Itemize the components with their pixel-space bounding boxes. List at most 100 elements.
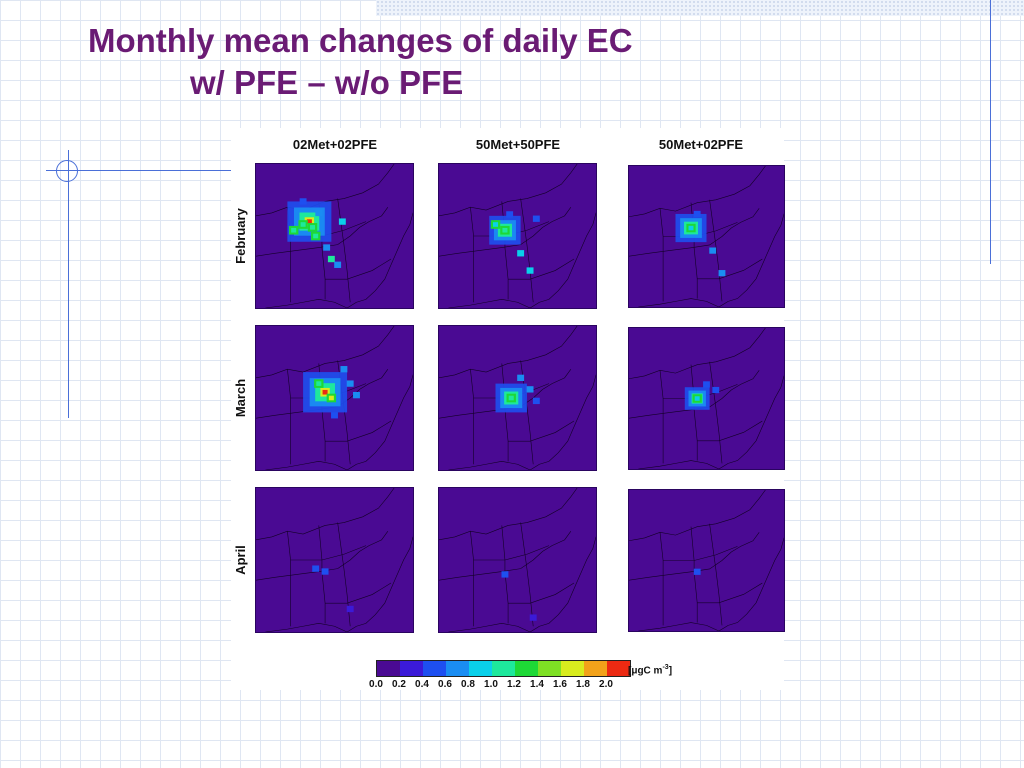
ec-grid-cell (532, 215, 540, 222)
ec-grid-cell (334, 261, 342, 268)
colorbar-swatch (561, 661, 584, 676)
ec-grid-cell (310, 225, 316, 230)
colorbar-swatch (515, 661, 538, 676)
state-boundary-line (629, 166, 765, 217)
decorative-horizontal-line (46, 170, 266, 171)
map-svg (439, 164, 596, 308)
ec-grid-cell (316, 381, 322, 386)
colorbar-swatch (400, 661, 423, 676)
ec-grid-cell (323, 244, 331, 251)
state-boundary-line (660, 370, 663, 463)
ec-grid-cell (694, 396, 700, 401)
ec-grid-cell (306, 219, 312, 224)
ec-grid-cell (712, 386, 720, 394)
state-boundary-line (710, 524, 722, 626)
units-close-bracket: ] (668, 665, 673, 677)
state-boundary-line (265, 461, 356, 470)
ec-grid-cell (508, 395, 514, 401)
state-boundary-line (728, 365, 784, 464)
ec-grid-cell (529, 614, 537, 621)
state-boundary-line (508, 259, 574, 279)
ec-grid-cell (313, 233, 319, 239)
state-boundary-line (521, 199, 534, 303)
colorbar-tick-label: 2.0 (599, 679, 613, 690)
state-boundary-line (710, 200, 722, 302)
ec-grid-cell (501, 571, 509, 578)
state-boundary-line (521, 523, 534, 627)
state-boundary-line (470, 369, 473, 464)
colorbar-tick-label: 0.0 (369, 679, 383, 690)
state-boundary-line (638, 461, 728, 469)
colorbar-tick-label: 1.6 (553, 679, 567, 690)
colorbar-swatch (538, 661, 561, 676)
state-boundary-line (638, 623, 728, 631)
state-boundary-line (728, 203, 784, 302)
colorbar-swatch (446, 661, 469, 676)
colorbar-legend (376, 660, 631, 677)
ec-grid-cell (526, 267, 534, 274)
state-boundary-line (325, 421, 391, 441)
colorbar-tick-label: 1.4 (530, 679, 544, 690)
state-boundary-line (539, 201, 596, 302)
ec-grid-cell (693, 210, 701, 218)
slide-title-line-1: Monthly mean changes of daily EC (88, 22, 633, 59)
state-boundary-line (448, 623, 539, 632)
ec-grid-cell (493, 222, 499, 227)
map-panel-april-50met50pfe (438, 487, 597, 633)
ec-grid-cell (322, 389, 328, 395)
colorbar-swatch (607, 661, 630, 676)
state-boundary-line (287, 369, 290, 464)
state-boundary-line (265, 623, 356, 632)
colorbar-units-label: [μgC m-3] (628, 664, 672, 676)
colorbar-swatch (377, 661, 400, 676)
ec-grid-cell (328, 395, 334, 401)
map-panel-february-50met02pfe (628, 165, 785, 308)
colorbar-tick-label: 1.2 (507, 679, 521, 690)
column-header-2: 50Met+50PFE (475, 137, 561, 152)
state-boundary-line (629, 208, 759, 256)
state-boundary-line (356, 201, 413, 302)
ec-grid-cell (321, 568, 329, 575)
map-svg (256, 164, 413, 308)
map-panel-march-02met02pfe (255, 325, 414, 471)
state-boundary-line (356, 525, 413, 626)
state-boundary-line (629, 490, 765, 541)
state-boundary-line (325, 583, 391, 603)
map-svg (256, 488, 413, 632)
ec-grid-cell (502, 227, 508, 233)
colorbar-swatch (492, 661, 515, 676)
row-label-april: April (233, 545, 248, 575)
state-boundary-line (439, 488, 577, 540)
colorbar-tick-label: 0.8 (461, 679, 475, 690)
state-boundary-line (439, 531, 571, 580)
ec-grid-cell (340, 366, 348, 373)
ec-grid-cell (506, 211, 514, 218)
state-boundary-line (448, 461, 539, 470)
state-boundary-line (638, 299, 728, 307)
colorbar-swatch (423, 661, 446, 676)
state-boundary-line (697, 583, 762, 603)
colorbar-swatch (584, 661, 607, 676)
map-svg (629, 166, 784, 307)
map-svg (629, 328, 784, 469)
state-boundary-line (660, 208, 663, 301)
map-panel-february-02met02pfe (255, 163, 414, 309)
ec-grid-cell (312, 565, 320, 572)
colorbar-tick-label: 1.0 (484, 679, 498, 690)
row-label-march: March (233, 378, 248, 418)
state-boundary-line (728, 527, 784, 626)
colorbar-tick-label: 0.6 (438, 679, 452, 690)
state-boundary-line (660, 532, 663, 625)
state-boundary-line (338, 199, 351, 303)
slide-title-line-2: w/ PFE – w/o PFE (190, 64, 464, 101)
ec-grid-cell (346, 605, 354, 613)
ec-grid-cell (688, 225, 694, 231)
state-boundary-line (470, 207, 473, 302)
colorbar-tick-label: 1.8 (576, 679, 590, 690)
state-boundary-line (256, 531, 388, 580)
state-boundary-line (325, 259, 391, 279)
map-svg (256, 326, 413, 470)
state-boundary-line (439, 207, 571, 256)
colorbar-tick-label: 0.4 (415, 679, 429, 690)
units-text: [μgC m (628, 665, 663, 677)
